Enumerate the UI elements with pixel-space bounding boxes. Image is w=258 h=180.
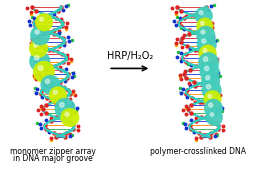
Circle shape (203, 57, 208, 61)
Circle shape (60, 103, 64, 107)
Circle shape (208, 94, 212, 98)
Circle shape (34, 43, 38, 47)
Circle shape (53, 90, 57, 94)
Circle shape (196, 26, 215, 45)
Text: HRP/H₂O₂: HRP/H₂O₂ (107, 51, 153, 61)
Circle shape (206, 85, 211, 89)
Text: polymer-crosslinked DNA: polymer-crosslinked DNA (150, 147, 246, 156)
Circle shape (202, 80, 221, 100)
Circle shape (29, 39, 48, 58)
Circle shape (35, 30, 39, 34)
Circle shape (41, 75, 60, 95)
Circle shape (197, 35, 216, 54)
Circle shape (45, 79, 50, 84)
Circle shape (204, 90, 221, 108)
Circle shape (33, 61, 55, 83)
Circle shape (35, 14, 53, 31)
Circle shape (210, 113, 214, 116)
Circle shape (201, 72, 220, 90)
Circle shape (60, 108, 79, 127)
Circle shape (209, 103, 213, 107)
Circle shape (205, 66, 209, 71)
Circle shape (30, 26, 50, 45)
Circle shape (34, 56, 39, 60)
Circle shape (201, 39, 206, 43)
Circle shape (49, 87, 67, 104)
Circle shape (201, 30, 205, 34)
Circle shape (55, 98, 75, 119)
Circle shape (200, 62, 219, 82)
Circle shape (39, 17, 43, 21)
Circle shape (198, 52, 219, 73)
Circle shape (196, 18, 213, 35)
Circle shape (200, 21, 204, 25)
Circle shape (65, 112, 69, 116)
Circle shape (204, 99, 223, 118)
Circle shape (206, 109, 223, 126)
Circle shape (195, 7, 213, 25)
Circle shape (199, 45, 216, 62)
Text: in DNA major groove: in DNA major groove (13, 154, 93, 163)
Circle shape (199, 11, 203, 15)
Circle shape (206, 76, 210, 80)
Circle shape (203, 49, 207, 52)
Circle shape (29, 51, 50, 72)
Circle shape (38, 66, 43, 70)
Text: monomer zipper array: monomer zipper array (10, 147, 96, 156)
